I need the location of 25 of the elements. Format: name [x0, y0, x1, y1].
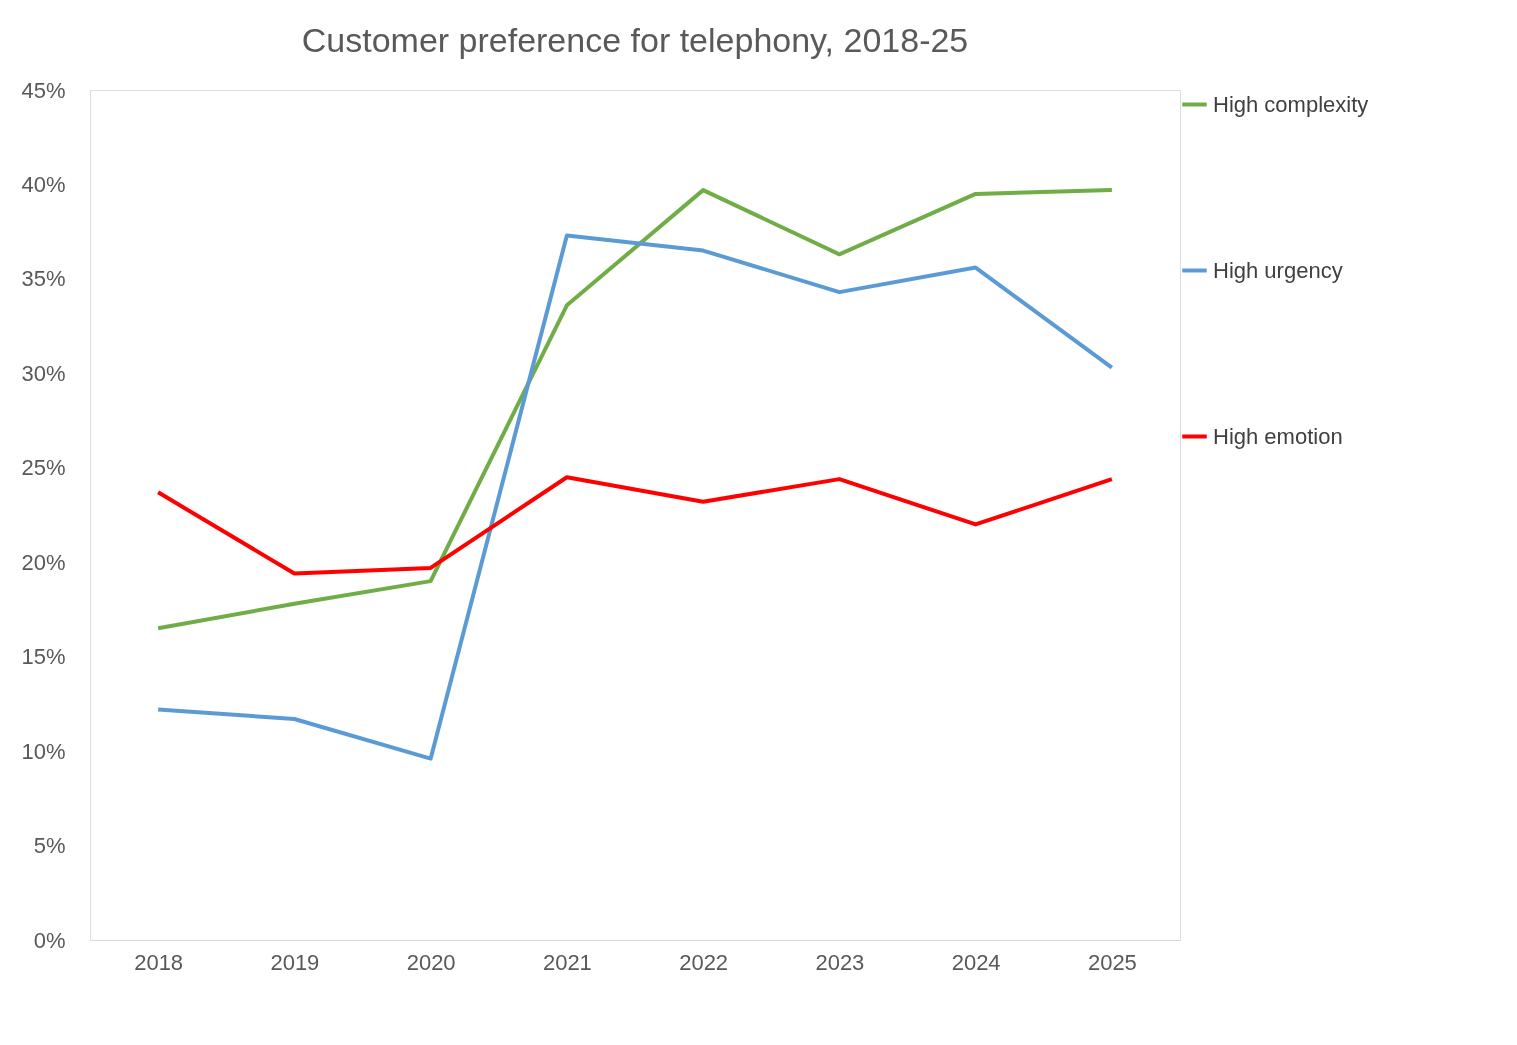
line-series [156, 475, 1114, 576]
x-tick-label: 2018 [134, 949, 184, 975]
x-tick-label: 2025 [1087, 949, 1137, 975]
line-series [156, 233, 1114, 761]
y-tick-label: 45% [21, 77, 66, 103]
x-tick-label: 2023 [815, 949, 865, 975]
y-tick-label: 35% [21, 266, 66, 292]
y-tick-label: 0% [33, 927, 66, 953]
x-tick-label: 2022 [679, 949, 729, 975]
y-tick-label: 25% [21, 455, 66, 481]
chart-title: Customer preference for telephony, 2018-25 [301, 21, 969, 59]
x-tick-label: 2019 [270, 949, 320, 975]
x-tick-label: 2020 [406, 949, 456, 975]
y-tick-label: 20% [21, 549, 66, 575]
line-series [156, 188, 1114, 631]
legend-label: High complexity [1213, 91, 1369, 117]
y-tick-label: 10% [21, 738, 66, 764]
y-tick-label: 15% [21, 644, 66, 670]
legend-label: High urgency [1213, 257, 1343, 283]
y-tick-label: 5% [33, 833, 66, 859]
legend-label: High emotion [1213, 423, 1343, 449]
y-tick-label: 30% [21, 360, 66, 386]
x-tick-label: 2024 [951, 949, 1001, 975]
x-tick-label: 2021 [542, 949, 592, 975]
y-tick-label: 40% [21, 171, 66, 197]
